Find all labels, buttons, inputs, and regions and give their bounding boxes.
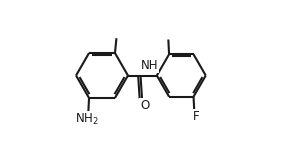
Text: NH$_2$: NH$_2$ [75,112,99,127]
Text: O: O [140,99,149,112]
Text: F: F [193,110,200,123]
Text: NH: NH [141,59,158,72]
